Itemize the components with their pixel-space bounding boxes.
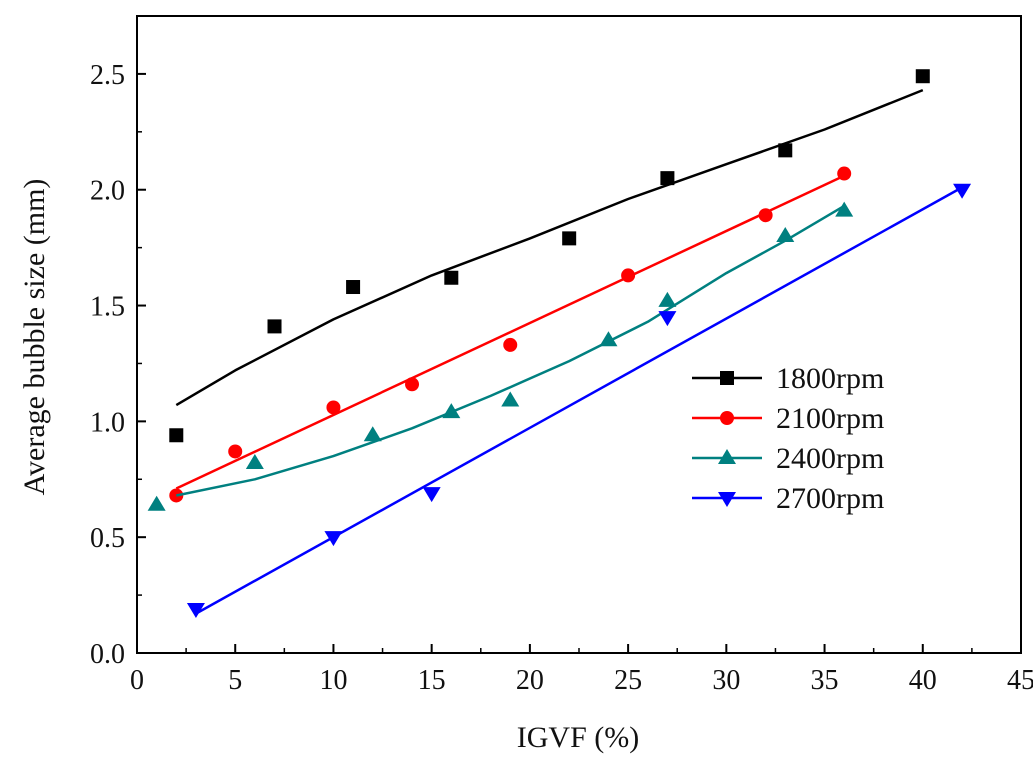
x-tick-label: 5 <box>228 665 242 696</box>
fit-line-2700rpm <box>195 186 963 615</box>
x-tick-label: 25 <box>614 665 642 696</box>
data-point-1800rpm <box>346 280 361 295</box>
data-point-1800rpm <box>562 231 577 246</box>
plot-content <box>147 69 972 618</box>
data-point-1800rpm <box>915 69 930 84</box>
legend-entry-2100rpm: 2100rpm <box>692 402 884 435</box>
legend-entry-2400rpm: 2400rpm <box>692 442 884 475</box>
data-point-2400rpm <box>599 331 618 347</box>
data-point-2100rpm <box>503 337 518 352</box>
series-2700rpm <box>186 183 972 618</box>
data-point-1800rpm <box>444 270 459 285</box>
y-axis-title: Average bubble size (mm) <box>18 179 51 496</box>
data-point-2100rpm <box>405 377 420 392</box>
legend-entry-2700rpm: 2700rpm <box>692 482 884 515</box>
data-point-2700rpm <box>186 602 205 618</box>
y-tick-label: 2.5 <box>90 60 125 91</box>
data-point-2700rpm <box>324 531 343 547</box>
legend-marker <box>718 492 736 507</box>
x-tick-label: 30 <box>712 665 740 696</box>
data-point-1800rpm <box>660 171 675 186</box>
legend-entry-1800rpm: 1800rpm <box>692 362 884 395</box>
x-axis-title: IGVF (%) <box>517 721 639 754</box>
data-point-2100rpm <box>326 400 341 415</box>
legend: 1800rpm 2100rpm 2400rpm 2700rpm <box>692 362 884 515</box>
series-1800rpm <box>169 69 930 443</box>
data-point-2400rpm <box>363 426 382 442</box>
data-point-2700rpm <box>953 183 972 199</box>
data-point-1800rpm <box>778 143 793 158</box>
data-point-2100rpm <box>837 166 852 181</box>
data-point-2400rpm <box>835 201 854 217</box>
data-point-1800rpm <box>267 319 282 334</box>
y-tick-label: 1.0 <box>90 407 125 438</box>
data-point-2400rpm <box>501 391 520 407</box>
data-point-2700rpm <box>422 487 441 503</box>
fit-line-1800rpm <box>175 88 924 407</box>
plot-frame <box>136 15 1022 654</box>
data-point-2100rpm <box>169 488 184 503</box>
y-tick-label: 0.5 <box>90 523 125 554</box>
x-tick-label: 40 <box>909 665 937 696</box>
x-tick-label: 20 <box>516 665 544 696</box>
legend-label: 2400rpm <box>776 442 884 475</box>
legend-label: 1800rpm <box>776 362 884 395</box>
series-2400rpm <box>147 201 854 511</box>
data-point-2400rpm <box>442 403 461 419</box>
fit-line-2100rpm <box>175 174 845 490</box>
x-tick-label: 15 <box>418 665 446 696</box>
series-2100rpm <box>169 166 852 503</box>
data-point-2100rpm <box>621 268 636 283</box>
y-tick-label: 2.0 <box>90 176 125 207</box>
y-tick-label: 1.5 <box>90 292 125 323</box>
fit-line-2400rpm <box>176 204 845 497</box>
data-point-2100rpm <box>758 208 773 223</box>
data-point-1800rpm <box>169 428 184 443</box>
data-point-2400rpm <box>147 495 166 511</box>
data-point-2700rpm <box>658 311 677 327</box>
x-tick-label: 45 <box>1007 665 1033 696</box>
legend-marker <box>718 449 736 464</box>
axis-ticks: 0 5 10 15 20 25 30 35 40 45 0.0 0.5 1.0 1.5 2.0 2.5 <box>90 60 1033 696</box>
legend-label: 2100rpm <box>776 402 884 435</box>
data-point-2400rpm <box>658 291 677 307</box>
data-point-2100rpm <box>228 444 243 459</box>
data-point-2400rpm <box>245 454 264 470</box>
x-tick-label: 35 <box>811 665 839 696</box>
x-tick-label: 0 <box>130 665 144 696</box>
legend-marker <box>720 411 734 425</box>
y-tick-label: 0.0 <box>90 639 125 670</box>
data-point-2400rpm <box>776 227 795 243</box>
x-tick-label: 10 <box>319 665 347 696</box>
legend-marker <box>720 371 734 385</box>
legend-label: 2700rpm <box>776 482 884 515</box>
